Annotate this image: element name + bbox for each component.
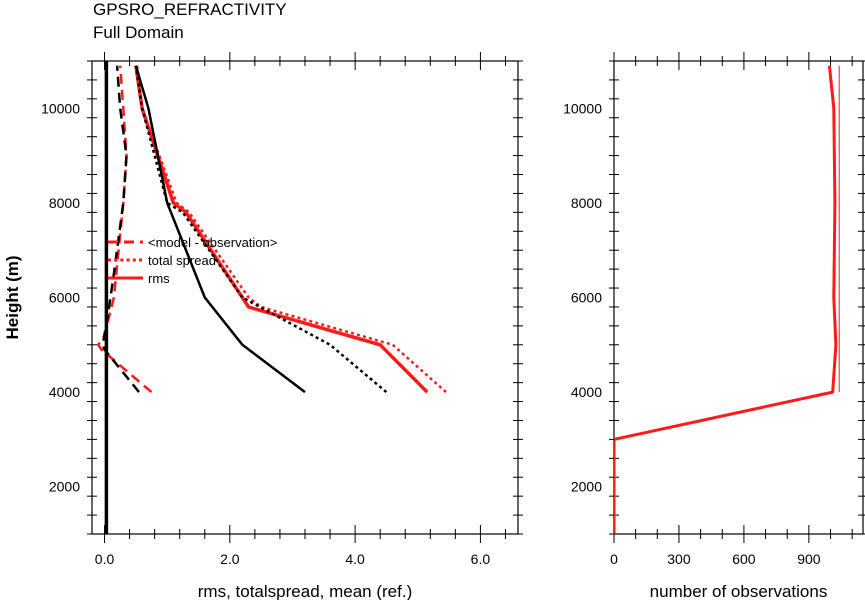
right-ytick-label: 6000 xyxy=(571,290,602,306)
left-xtick-label: 4.0 xyxy=(345,551,365,567)
right-ytick-label: 2000 xyxy=(571,479,602,495)
right-xtick-label: 900 xyxy=(797,551,821,567)
left-plot-frame xyxy=(91,60,519,535)
left-xtick-label: 2.0 xyxy=(220,551,240,567)
left-ytick-label: 6000 xyxy=(49,290,80,306)
left-series-black-dashed xyxy=(101,65,140,393)
right-xtick-label: 0 xyxy=(610,551,618,567)
left-xtick-label: 0.0 xyxy=(95,551,115,567)
chart-subtitle: Full Domain xyxy=(93,23,184,42)
left-x-axis-label: rms, totalspread, mean (ref.) xyxy=(198,582,412,600)
left-ytick-label: 8000 xyxy=(49,195,80,211)
right-series-red-solid xyxy=(614,65,838,534)
right-ytick-label: 10000 xyxy=(563,100,602,116)
right-ytick-label: 4000 xyxy=(571,384,602,400)
right-xtick-label: 300 xyxy=(667,551,691,567)
legend-label: rms xyxy=(148,271,170,286)
left-series-black-dotted xyxy=(134,65,388,394)
left-panel: 2000 4000 6000 8000 10000 0.0 2.0 4.0 6.0 rms, to… xyxy=(3,52,523,600)
left-ytick-label: 4000 xyxy=(49,384,80,400)
left-xtick-label: 6.0 xyxy=(471,551,491,567)
right-xtick-label: 600 xyxy=(732,551,756,567)
left-series-red-dotted xyxy=(135,65,447,394)
left-series-black-solid xyxy=(134,65,306,394)
left-series-red-dashed xyxy=(97,65,153,394)
right-panel: 2000 4000 6000 8000 10000 0 300 600 900 number of… xyxy=(563,52,865,600)
left-series-red-solid xyxy=(134,65,429,394)
legend-label: <model - observation> xyxy=(148,235,277,250)
left-ytick-label: 10000 xyxy=(41,100,80,116)
right-ytick-label: 8000 xyxy=(571,195,602,211)
chart-title: GPSRO_REFRACTIVITY xyxy=(93,0,287,19)
left-ytick-label: 2000 xyxy=(49,479,80,495)
left-y-axis-label: Height (m) xyxy=(3,255,22,339)
right-x-axis-label: number of observations xyxy=(650,582,828,600)
legend-label: total spread xyxy=(148,253,216,268)
right-plot-frame xyxy=(613,60,864,535)
